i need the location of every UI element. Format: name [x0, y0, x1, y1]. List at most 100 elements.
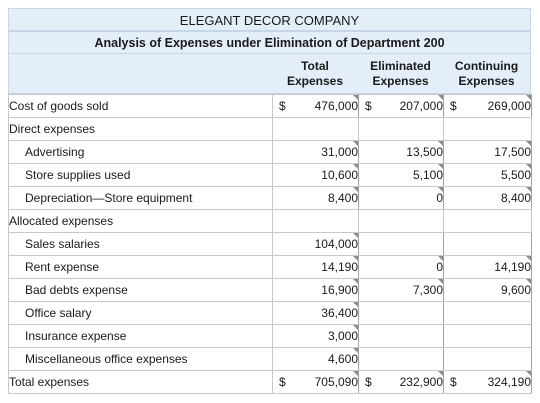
dollar-sign: $ [279, 375, 286, 389]
total-cell[interactable]: 36,400 [272, 301, 359, 325]
row-label: Office salary [8, 301, 273, 325]
total-value: 3,000 [327, 329, 358, 343]
eliminated-value: 0 [436, 260, 443, 274]
dollar-sign: $ [365, 99, 372, 113]
total-cell [272, 117, 359, 141]
total-cell [272, 209, 359, 233]
continuing-value: 5,500 [500, 168, 531, 182]
continuing-cell[interactable]: $324,190 [443, 370, 532, 394]
header-total-line1: Total [301, 59, 329, 73]
row-label: Rent expense [8, 255, 273, 279]
eliminated-cell[interactable] [358, 301, 444, 325]
dollar-sign: $ [279, 99, 286, 113]
report-subtitle: Analysis of Expenses under Elimination o… [8, 31, 531, 54]
eliminated-cell [358, 209, 444, 233]
eliminated-cell[interactable] [358, 347, 444, 371]
eliminated-cell[interactable]: 0 [358, 186, 444, 210]
header-total-line2: Expenses [286, 74, 344, 88]
row-label: Store supplies used [8, 163, 273, 187]
total-value: 705,090 [314, 375, 358, 389]
eliminated-value: 5,100 [412, 168, 443, 182]
eliminated-value: 232,900 [399, 375, 443, 389]
continuing-cell[interactable] [443, 232, 532, 256]
continuing-value: 9,600 [500, 283, 531, 297]
total-value: 10,600 [321, 168, 358, 182]
row-label: Total expenses [8, 370, 273, 394]
table-row: Miscellaneous office expenses 4,600 [8, 347, 532, 371]
table-row: Bad debts expense 16,900 7,300 9,600 [8, 278, 532, 302]
continuing-cell[interactable]: 17,500 [443, 140, 532, 164]
continuing-cell[interactable] [443, 301, 532, 325]
header-continuing-line2: Expenses [458, 74, 515, 88]
total-value: 14,190 [321, 260, 358, 274]
total-cell[interactable]: 31,000 [272, 140, 359, 164]
continuing-cell[interactable]: 8,400 [443, 186, 532, 210]
total-value: 4,600 [327, 352, 358, 366]
dollar-sign: $ [450, 375, 457, 389]
continuing-cell [443, 209, 532, 233]
header-eliminated-line2: Expenses [372, 74, 429, 88]
table-row: Store supplies used 10,600 5,100 5,500 [8, 163, 532, 187]
continuing-cell[interactable] [443, 324, 532, 348]
total-cell[interactable]: $476,000 [272, 94, 359, 118]
eliminated-value: 207,000 [399, 99, 443, 113]
total-cell[interactable]: 10,600 [272, 163, 359, 187]
row-label: Sales salaries [8, 232, 273, 256]
eliminated-cell[interactable] [358, 232, 444, 256]
continuing-value: 269,000 [487, 99, 531, 113]
table-row: Depreciation—Store equipment 8,400 0 8,400 [8, 186, 532, 210]
row-label: Insurance expense [8, 324, 273, 348]
eliminated-value: 13,500 [406, 145, 443, 159]
continuing-value: 324,190 [487, 375, 531, 389]
total-cell[interactable]: 4,600 [272, 347, 359, 371]
table-row: Office salary 36,400 [8, 301, 532, 325]
table-row: Direct expenses [8, 117, 532, 141]
table-row: Advertising 31,000 13,500 17,500 [8, 140, 532, 164]
continuing-cell[interactable] [443, 347, 532, 371]
expense-table-body: Cost of goods sold $476,000 $207,000 $269,0… [8, 94, 532, 394]
header-label-column [8, 54, 272, 94]
total-cell[interactable]: 16,900 [272, 278, 359, 302]
eliminated-cell[interactable]: 13,500 [358, 140, 444, 164]
continuing-value: 17,500 [494, 145, 531, 159]
header-continuing-expenses: Continuing Expenses [443, 54, 531, 94]
total-cell[interactable]: 3,000 [272, 324, 359, 348]
continuing-cell[interactable]: 14,190 [443, 255, 532, 279]
company-title: ELEGANT DECOR COMPANY [8, 8, 531, 31]
total-value: 36,400 [321, 306, 358, 320]
continuing-value: 8,400 [500, 191, 531, 205]
total-value: 476,000 [314, 99, 358, 113]
header-eliminated-line1: Eliminated [370, 59, 431, 73]
row-label: Allocated expenses [8, 209, 273, 233]
continuing-cell[interactable]: 9,600 [443, 278, 532, 302]
row-label: Miscellaneous office expenses [8, 347, 273, 371]
row-label: Bad debts expense [8, 278, 273, 302]
eliminated-cell[interactable] [358, 324, 444, 348]
row-label: Depreciation—Store equipment [8, 186, 273, 210]
eliminated-cell[interactable]: 0 [358, 255, 444, 279]
eliminated-cell[interactable]: $232,900 [358, 370, 444, 394]
continuing-cell[interactable]: $269,000 [443, 94, 532, 118]
total-cell[interactable]: $705,090 [272, 370, 359, 394]
eliminated-cell[interactable]: 7,300 [358, 278, 444, 302]
total-cell[interactable]: 14,190 [272, 255, 359, 279]
total-value: 31,000 [321, 145, 358, 159]
total-value: 104,000 [314, 237, 358, 251]
table-row: Total expenses $705,090 $232,900 $324,190 [8, 370, 532, 394]
total-cell[interactable]: 104,000 [272, 232, 359, 256]
eliminated-cell[interactable]: $207,000 [358, 94, 444, 118]
header-continuing-line1: Continuing [454, 59, 519, 73]
total-cell[interactable]: 8,400 [272, 186, 359, 210]
eliminated-cell[interactable]: 5,100 [358, 163, 444, 187]
continuing-cell[interactable]: 5,500 [443, 163, 532, 187]
eliminated-cell [358, 117, 444, 141]
eliminated-value: 0 [436, 191, 443, 205]
row-label: Advertising [8, 140, 273, 164]
table-row: Sales salaries 104,000 [8, 232, 532, 256]
dollar-sign: $ [450, 99, 457, 113]
row-label: Direct expenses [8, 117, 273, 141]
table-row: Cost of goods sold $476,000 $207,000 $269,0… [8, 94, 532, 118]
dollar-sign: $ [365, 375, 372, 389]
total-value: 8,400 [327, 191, 358, 205]
header-total-expenses: Total Expenses [272, 54, 358, 94]
